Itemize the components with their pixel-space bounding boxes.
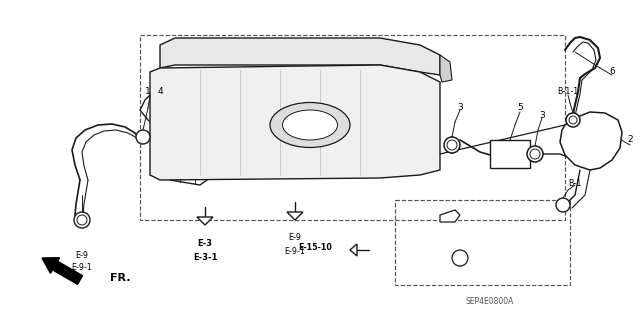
Text: 3: 3 [539, 110, 545, 120]
Text: E-9-1: E-9-1 [285, 248, 305, 256]
Polygon shape [440, 210, 460, 222]
Circle shape [569, 116, 577, 124]
Text: 2: 2 [627, 136, 633, 145]
Text: E-9: E-9 [289, 234, 301, 242]
Ellipse shape [282, 110, 337, 140]
Polygon shape [560, 112, 622, 170]
Text: 5: 5 [517, 103, 523, 113]
Text: FR.: FR. [110, 273, 131, 283]
Text: 4: 4 [157, 87, 163, 97]
Circle shape [556, 198, 570, 212]
FancyArrow shape [42, 258, 83, 284]
Text: E-3-1: E-3-1 [193, 253, 217, 262]
Polygon shape [160, 38, 440, 75]
Text: SEP4E0800A: SEP4E0800A [466, 298, 514, 307]
Circle shape [74, 212, 90, 228]
Circle shape [452, 250, 468, 266]
Polygon shape [440, 55, 452, 82]
Text: 6: 6 [609, 68, 615, 77]
Text: E-9: E-9 [76, 250, 88, 259]
Polygon shape [350, 244, 357, 256]
Polygon shape [165, 135, 215, 185]
Text: E-15-10: E-15-10 [298, 243, 332, 253]
Text: 1: 1 [145, 87, 151, 97]
Text: B-1-1: B-1-1 [557, 87, 579, 97]
Text: B-1: B-1 [568, 179, 582, 188]
Text: E-9-1: E-9-1 [72, 263, 92, 272]
Ellipse shape [270, 102, 350, 147]
Circle shape [77, 215, 87, 225]
Circle shape [447, 140, 457, 150]
Circle shape [530, 149, 540, 159]
Circle shape [566, 113, 580, 127]
Text: 3: 3 [457, 103, 463, 113]
Circle shape [527, 146, 543, 162]
Polygon shape [287, 212, 303, 220]
Text: E-3: E-3 [198, 239, 212, 248]
Circle shape [136, 130, 150, 144]
Polygon shape [150, 65, 440, 180]
Circle shape [444, 137, 460, 153]
Polygon shape [140, 80, 220, 135]
Polygon shape [197, 217, 213, 225]
Polygon shape [490, 140, 530, 168]
